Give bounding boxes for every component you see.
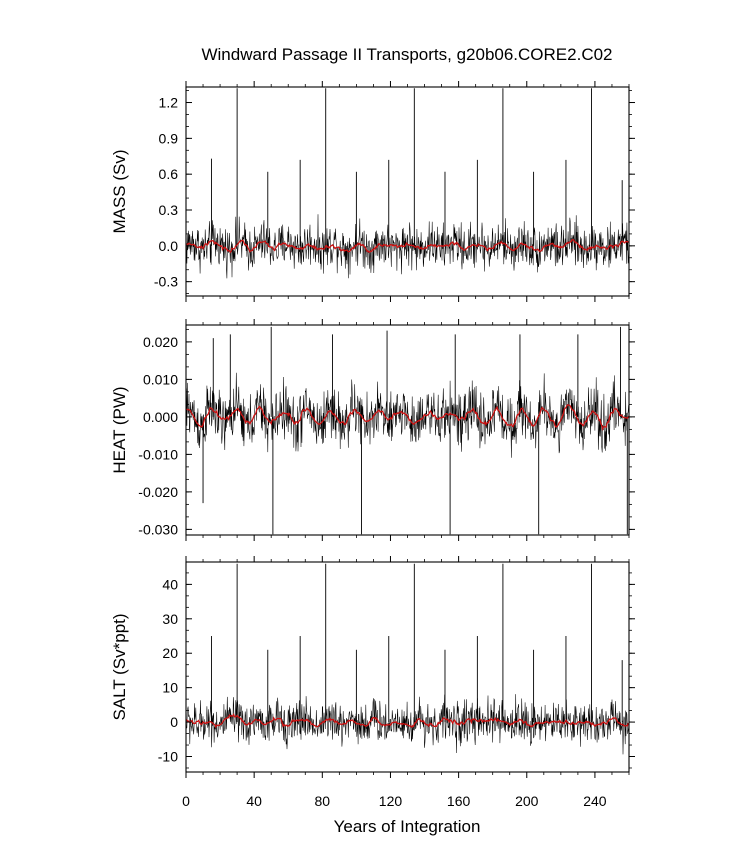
y-tick-label: 0.0 [159,238,179,254]
y-axis-label: SALT (Sv*ppt) [110,613,129,720]
raw-series-line [186,214,629,279]
y-tick-label: 0.3 [159,202,179,218]
smoothed-series-line [186,239,629,254]
y-tick-label: -0.010 [138,446,178,462]
x-tick-label: 240 [583,793,607,809]
panel-mass: -0.3 0.0 0.3 0.6 0.9 1.2 MASS (Sv) [110,81,635,302]
y-tick-label: 0 [170,714,178,730]
y-tick-label: 30 [162,611,178,627]
panel-heat: -0.030 -0.020 -0.010 0.000 0.010 0.020 HEAT (P… [110,319,635,541]
y-tick-label: 40 [162,576,178,592]
x-tick-label: 160 [447,793,471,809]
x-tick-label: 40 [246,793,262,809]
smoothed-series-line [186,404,629,432]
y-tick-label: 0.000 [143,409,178,425]
y-tick-label: -0.3 [154,274,178,290]
x-axis-tick-labels: 0 40 80 120 160 200 240 [182,793,607,809]
y-axis-label: MASS (Sv) [110,149,129,233]
y-tick-label: 10 [162,680,178,696]
plot-frame [185,561,630,773]
panel-salt: -10 0 10 20 30 40 SALT (Sv*ppt) [110,556,635,778]
y-tick-label: 20 [162,645,178,661]
y-tick-label: 0.6 [159,166,179,182]
y-tick-label: -10 [158,749,178,765]
x-axis-label: Years of Integration [334,817,481,836]
y-tick-label: -0.020 [138,484,178,500]
y-tick-label: 0.020 [143,334,178,350]
y-tick-label: 0.010 [143,371,178,387]
y-tick-label: -0.030 [138,521,178,537]
x-tick-label: 80 [315,793,331,809]
x-tick-label: 0 [182,793,190,809]
x-tick-label: 200 [515,793,539,809]
y-tick-label: 0.9 [159,130,179,146]
y-tick-label: 1.2 [159,95,179,111]
smoothed-series-line [186,713,629,729]
figure-title: Windward Passage II Transports, g20b06.C… [201,45,612,64]
x-tick-label: 120 [379,793,403,809]
y-axis-label: HEAT (PW) [110,386,129,473]
